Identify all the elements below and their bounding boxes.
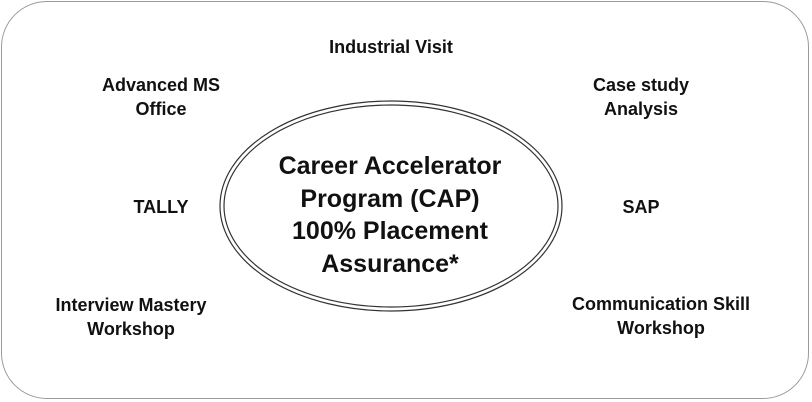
item-interview-mastery-workshop: Interview Mastery Workshop (31, 293, 231, 341)
item-case-study-analysis: Case study Analysis (541, 73, 741, 121)
item-industrial-visit: Industrial Visit (291, 35, 491, 59)
item-label: Office (135, 99, 187, 119)
item-label: Workshop (87, 319, 175, 339)
item-label: Case study (592, 75, 690, 95)
item-sap: SAP (581, 195, 701, 219)
item-label: Communication Skill (571, 294, 751, 314)
ellipse-inner (223, 104, 559, 308)
program-title: Career Accelerator Program (CAP) 100% Pl… (240, 150, 540, 280)
program-title-line: Program (CAP) (300, 184, 480, 213)
item-advanced-ms-office: Advanced MS Office (61, 73, 261, 121)
item-label: Workshop (617, 318, 705, 338)
ellipse-outer (219, 100, 563, 312)
item-tally: TALLY (101, 195, 221, 219)
item-label: Analysis (603, 99, 679, 119)
item-label: Industrial Visit (329, 37, 453, 57)
program-title-line: 100% Placement (292, 217, 488, 245)
item-communication-skill-workshop: Communication Skill Workshop (546, 292, 776, 340)
item-label: Interview Mastery (55, 295, 207, 315)
item-label: Advanced MS (101, 75, 221, 95)
program-title-line: Career Accelerator (278, 152, 502, 180)
program-title-line: Assurance* (321, 249, 459, 278)
item-label: SAP (622, 197, 660, 217)
item-label: TALLY (133, 197, 189, 217)
